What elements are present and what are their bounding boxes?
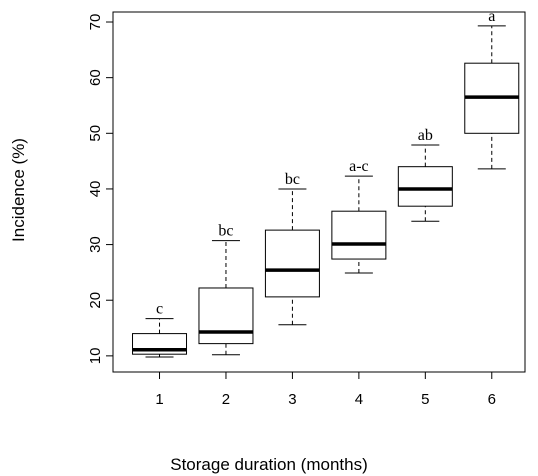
annotation: a-c (349, 158, 369, 175)
x-tick-label: 5 (421, 391, 429, 408)
x-axis-label: Storage duration (months) (170, 455, 368, 474)
y-tick-label: 50 (87, 125, 104, 142)
box (198, 287, 254, 345)
annotation: c (156, 301, 163, 318)
x-tick-label: 3 (288, 391, 296, 408)
box (264, 229, 320, 298)
annotation: ab (418, 127, 433, 144)
y-tick-label: 70 (87, 14, 104, 31)
plot-frame (112, 11, 526, 373)
y-tick-label: 10 (87, 348, 104, 365)
x-tick-label: 2 (222, 391, 230, 408)
x-tick-label: 6 (488, 391, 496, 408)
box (331, 210, 387, 260)
y-tick-label: 60 (87, 69, 104, 86)
x-tick-label: 4 (355, 391, 363, 408)
y-tick-label: 20 (87, 292, 104, 309)
y-tick-label: 40 (87, 181, 104, 198)
x-tick-label: 1 (155, 391, 163, 408)
box (397, 166, 453, 207)
annotation: a (488, 8, 495, 25)
y-tick-label: 30 (87, 236, 104, 253)
y-axis-label: Incidence (%) (9, 138, 28, 242)
annotation: bc (285, 171, 300, 188)
annotation: bc (218, 223, 233, 240)
